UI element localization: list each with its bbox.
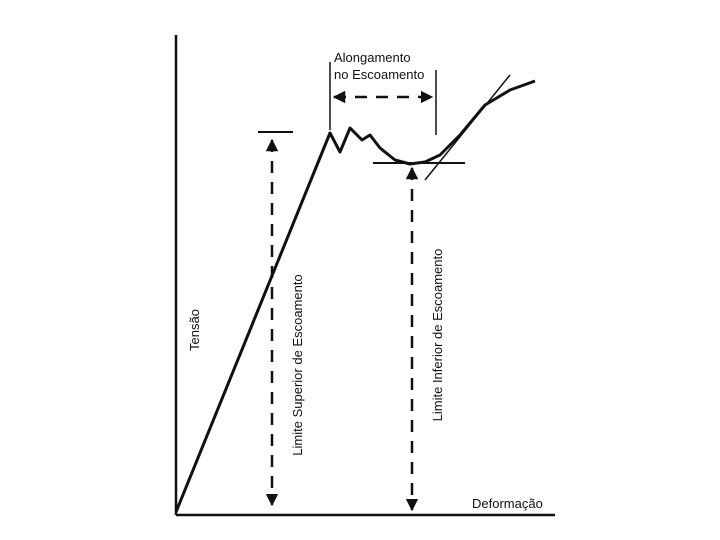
y-axis-label: Tensão — [187, 309, 202, 351]
upper-yield-marker — [258, 131, 293, 507]
lower-yield-label: Limite Inferior de Escoamento — [430, 249, 445, 422]
upper-yield-label: Limite Superior de Escoamento — [290, 274, 305, 455]
axes — [174, 35, 555, 517]
elongation-label: no Escoamento — [334, 67, 424, 82]
elongation-marker — [329, 62, 437, 135]
x-axis-label: Deformação — [472, 496, 543, 511]
stress-strain-curve — [174, 79, 536, 513]
lower-yield-marker — [373, 162, 465, 512]
elongation-label: Alongamento — [334, 50, 411, 65]
tangent-line — [424, 74, 511, 181]
